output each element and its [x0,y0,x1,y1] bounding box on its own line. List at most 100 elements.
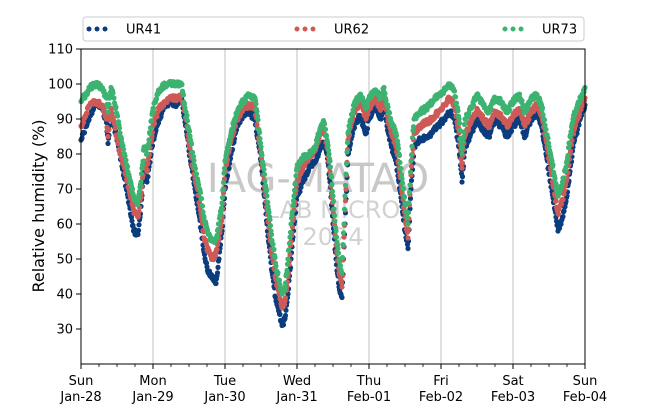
data-point-interpolated [569,120,576,126]
data-point [258,144,264,150]
x-tick-label-date: Feb-01 [347,390,391,405]
x-tick-label-date: Jan-31 [275,390,317,405]
data-point-interpolated [86,117,92,123]
data-point-interpolated [568,128,574,135]
data-point-interpolated [148,118,155,124]
data-point-interpolated [229,126,236,133]
data-point-interpolated [116,125,123,131]
data-point-interpolated [325,147,332,153]
data-point-interpolated [398,165,404,172]
data-point-interpolated [335,250,342,256]
data-point-interpolated [218,205,225,211]
data-point-interpolated [338,269,345,275]
data-point-interpolated [96,98,102,104]
data-point-interpolated [348,117,354,123]
data-point-interpolated [341,234,347,240]
data-point-interpolated [550,162,556,168]
data-point-interpolated [282,312,289,319]
legend-marker [310,26,316,32]
x-tick-label-date: Jan-29 [131,390,173,405]
data-point-interpolated [261,171,268,177]
data-point-interpolated [123,157,129,163]
data-point-interpolated [138,171,145,177]
legend-marker [518,26,524,32]
data-point-interpolated [346,124,353,130]
data-point-interpolated [383,97,389,103]
data-point-interpolated [395,145,402,152]
data-point-interpolated [542,122,548,128]
data-point-interpolated [541,117,548,123]
data-point-interpolated [455,108,461,114]
data-point-interpolated [220,179,227,186]
data-point [459,179,465,185]
y-tick-label: 90 [56,113,73,128]
y-axis: 30 40 50 60 70 80 90 100 110 [48,43,81,338]
data-point-interpolated [220,187,226,193]
data-point-interpolated [267,217,273,223]
data-point-interpolated [344,140,351,146]
data-point-interpolated [80,119,87,126]
data-point [219,200,225,206]
x-tick-label-day: Fri [433,374,449,389]
data-point-interpolated [242,98,249,104]
x-tick-label-day: Sun [573,374,598,389]
data-point-interpolated [189,149,196,155]
data-point-interpolated [255,117,261,123]
data-point-interpolated [290,198,297,204]
data-point-interpolated [471,123,478,129]
data-point-interpolated [547,149,553,155]
data-point-interpolated [329,181,335,187]
data-point-interpolated [270,241,276,248]
data-point-interpolated [266,209,272,216]
data-point-interpolated [287,252,293,258]
data-point-interpolated [257,136,263,142]
data-point-interpolated [120,146,127,152]
data-point-interpolated [110,95,117,101]
data-point [288,221,294,227]
data-point-interpolated [261,166,267,172]
data-point-interpolated [287,229,294,235]
data-point-interpolated [147,125,154,131]
y-tick-label: 110 [48,43,73,58]
data-point-interpolated [396,152,403,159]
data-point-interpolated [136,209,142,215]
legend-label: UR62 [334,23,369,38]
data-point-interpolated [218,210,224,216]
y-tick-label: 70 [56,183,73,198]
data-point-interpolated [497,95,503,101]
data-point-interpolated [253,101,259,107]
legend-marker [502,26,508,32]
data-point-interpolated [84,110,90,116]
data-point-interpolated [136,222,142,228]
legend-marker [86,26,92,32]
data-point-interpolated [106,101,112,108]
data-point-interpolated [264,199,271,205]
data-point-interpolated [516,91,523,97]
data-point-interpolated [103,91,109,98]
data-point-interpolated [563,159,570,166]
data-point-interpolated [341,221,347,227]
data-point-interpolated [112,125,119,131]
data-point-interpolated [364,126,371,132]
x-tick-label-date: Feb-02 [419,390,463,405]
data-point-interpolated [114,113,121,119]
x-axis: SunJan-28MonJan-29TueJan-30WedJan-31ThuF… [59,364,607,405]
data-point-interpolated [254,121,260,128]
data-point-interpolated [199,203,206,209]
data-point-interpolated [286,240,293,246]
data-point-interpolated [365,111,371,117]
data-point-interpolated [145,156,152,162]
data-point-interpolated [553,198,559,204]
data-point-interpolated [113,104,119,110]
data-point-interpolated [539,105,546,111]
data-point-interpolated [576,99,583,105]
data-point-interpolated [200,213,207,219]
data-point-interpolated [292,180,299,186]
data-point-interpolated [399,180,406,186]
legend-item-UR73: UR73 [502,23,577,38]
data-point-interpolated [137,181,144,188]
y-tick-label: 30 [56,323,73,338]
x-tick-label-day: Thu [356,374,381,389]
data-point-interpolated [578,106,584,112]
